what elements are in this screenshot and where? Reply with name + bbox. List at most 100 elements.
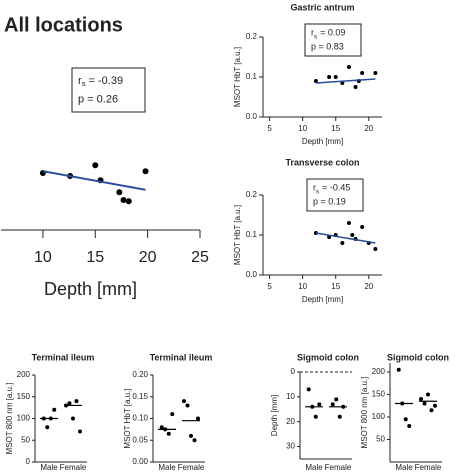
regression-line	[315, 232, 376, 244]
data-point	[317, 402, 322, 407]
r-subscript: s	[316, 188, 319, 195]
x-tick-label: Male	[158, 463, 176, 472]
x-tick-label: 10	[34, 249, 52, 266]
data-point	[52, 407, 57, 412]
y-tick-label: 0.2	[246, 190, 258, 199]
stats-box	[71, 67, 146, 113]
y-tick-label: 0.10	[132, 414, 148, 423]
x-tick-label: 15	[86, 249, 104, 266]
y-tick-label: 150	[17, 392, 31, 401]
y-tick-label: 0.2	[246, 32, 258, 41]
r-symbol: r	[311, 28, 314, 38]
stats-r: rs = 0.09	[311, 28, 345, 40]
data-point	[333, 75, 338, 79]
data-point	[120, 197, 127, 203]
x-tick-label: 10	[298, 282, 307, 291]
data-point	[353, 85, 358, 89]
x-tick-label: 5	[267, 282, 272, 291]
data-point	[166, 431, 171, 436]
data-point	[340, 241, 345, 245]
r-subscript: s	[82, 79, 86, 88]
data-point	[429, 408, 434, 413]
y-tick-label: 30	[286, 442, 295, 451]
data-point	[403, 417, 408, 422]
y-tick-label: 200	[17, 370, 31, 379]
data-point	[396, 367, 401, 372]
stats-p: p = 0.83	[311, 41, 344, 51]
data-point	[334, 397, 339, 402]
r-value: = -0.45	[322, 183, 350, 193]
data-point	[306, 387, 311, 392]
data-point	[373, 247, 378, 251]
data-point	[196, 416, 200, 421]
stats-r: rs = -0.39	[78, 75, 123, 88]
data-point	[433, 403, 437, 408]
panel-title: Terminal ileum	[150, 352, 213, 362]
y-axis-label: MSOT HbT [a.u.]	[123, 388, 132, 448]
data-point	[419, 397, 423, 401]
data-point	[142, 168, 149, 175]
x-tick-label: Male	[305, 463, 323, 472]
regression-line	[315, 78, 376, 84]
x-tick-label: Female	[178, 463, 205, 472]
x-tick-label: Male	[395, 463, 413, 472]
data-point	[350, 233, 355, 237]
x-tick-label: 10	[298, 124, 307, 133]
x-tick-label: Male	[40, 463, 58, 472]
data-point	[373, 71, 378, 75]
panel-title: Sigmoid colon	[297, 352, 359, 362]
y-tick-label: 50	[376, 435, 385, 444]
y-tick-label: 0	[26, 457, 31, 466]
data-point	[45, 425, 50, 430]
y-tick-label: 50	[21, 435, 30, 444]
y-tick-label: 0.05	[132, 435, 148, 444]
data-point	[313, 79, 318, 83]
page-title: All locations	[4, 14, 123, 36]
data-point	[78, 429, 82, 434]
data-point	[71, 416, 75, 421]
x-tick-label: Female	[60, 463, 87, 472]
x-tick-label: 15	[331, 124, 340, 133]
stats-r: rs = -0.45	[313, 183, 350, 195]
stats-p: p = 0.26	[78, 94, 118, 106]
y-tick-label: 0.00	[132, 457, 148, 466]
stats-box	[304, 23, 362, 57]
y-axis-label: Depth [mm]	[270, 395, 279, 436]
x-tick-label: Female	[325, 463, 352, 472]
x-tick-label: 25	[191, 249, 209, 266]
y-tick-label: 150	[372, 390, 386, 399]
y-tick-label: 10	[286, 392, 295, 401]
data-point	[422, 401, 427, 406]
r-value: = 0.09	[320, 28, 345, 38]
x-axis-label: Depth [mm]	[302, 295, 343, 304]
x-tick-label: 15	[331, 282, 340, 291]
data-point	[337, 414, 342, 419]
x-tick-label: Female	[415, 463, 442, 472]
stats-p: p = 0.19	[313, 196, 346, 206]
r-symbol: r	[313, 183, 316, 193]
x-tick-label: 20	[364, 282, 373, 291]
data-point	[313, 414, 318, 419]
data-point	[182, 399, 186, 404]
y-axis-label: MSOT HbT [a.u.]	[233, 47, 242, 107]
panel-title: Sigmoid colon	[387, 352, 449, 362]
stats-box	[306, 178, 364, 212]
data-point	[346, 65, 351, 69]
data-point	[327, 75, 332, 79]
data-point	[192, 438, 197, 443]
x-axis-label: Depth [mm]	[302, 137, 343, 146]
data-point	[330, 402, 335, 407]
y-tick-label: 100	[17, 414, 31, 423]
data-point	[360, 71, 365, 75]
data-point	[426, 392, 430, 397]
data-point	[170, 412, 175, 417]
y-axis-label: MSOT 800 nm [a.u.]	[5, 383, 14, 455]
data-point	[116, 189, 123, 196]
y-tick-label: 0.0	[246, 270, 258, 279]
panel-title: Gastric antrum	[290, 2, 354, 12]
y-tick-label: 0.1	[246, 72, 258, 81]
y-tick-label: 0	[291, 367, 296, 376]
data-point	[407, 424, 412, 428]
y-tick-label: 0.0	[246, 112, 258, 121]
